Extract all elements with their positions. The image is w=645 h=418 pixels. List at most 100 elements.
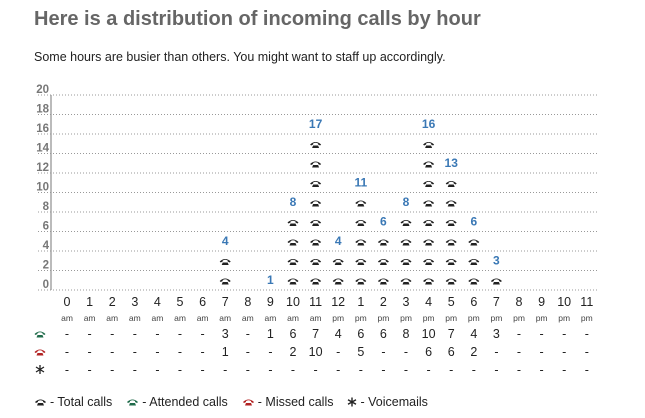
table-cell: - — [65, 327, 69, 341]
total-call-mark — [310, 181, 322, 187]
attended-phone-icon — [34, 331, 46, 338]
legend-missed-label: - Missed calls — [257, 395, 334, 409]
total-call-mark — [355, 200, 367, 207]
table-cell: - — [88, 363, 92, 377]
x-ampm-label: am — [197, 313, 209, 323]
table-cell: - — [585, 327, 589, 341]
table-cell: - — [268, 363, 272, 377]
bar-value-label: 8 — [290, 195, 297, 209]
table-cell: - — [155, 327, 159, 341]
bar-value-label: 4 — [335, 234, 342, 248]
total-call-mark — [468, 259, 480, 265]
bar-value-label: 16 — [422, 117, 436, 131]
table-cell: 2 — [290, 345, 297, 359]
legend-total: - Total calls — [34, 395, 112, 409]
x-tick-label: 7 — [222, 295, 229, 309]
total-call-mark — [355, 259, 367, 265]
table-cell: - — [404, 345, 408, 359]
legend-attended-label: - Attended calls — [142, 395, 228, 409]
table-cell: - — [178, 363, 182, 377]
table-cell: 2 — [470, 345, 477, 359]
total-call-mark — [445, 239, 457, 246]
y-tick-label: 2 — [43, 260, 49, 272]
x-ampm-label: am — [174, 313, 186, 323]
total-call-mark — [400, 259, 412, 265]
table-cell: 6 — [380, 327, 387, 341]
table-cell: 3 — [493, 327, 500, 341]
table-cell: 6 — [425, 345, 432, 359]
legend-voicemail-label: - Voicemails — [360, 395, 428, 409]
y-tick-label: 20 — [36, 84, 49, 96]
table-cell: - — [110, 345, 114, 359]
table-cell: - — [585, 345, 589, 359]
total-call-mark — [468, 239, 480, 246]
total-call-mark — [423, 259, 435, 265]
missed-phone-icon — [34, 349, 46, 356]
attended-phone-icon — [127, 399, 139, 406]
x-ampm-label: pm — [332, 313, 344, 323]
bar-value-label: 17 — [309, 117, 323, 131]
total-call-mark — [423, 220, 435, 226]
table-cell: - — [562, 327, 566, 341]
total-call-mark — [332, 278, 344, 285]
x-tick-label: 1 — [357, 295, 364, 309]
total-call-mark — [423, 200, 435, 207]
table-cell: - — [133, 327, 137, 341]
total-call-mark — [287, 278, 299, 285]
x-ampm-label: pm — [445, 313, 457, 323]
total-call-mark — [423, 142, 435, 148]
x-tick-label: 11 — [580, 295, 593, 309]
x-tick-label: 1 — [86, 295, 93, 309]
total-call-mark — [445, 220, 457, 226]
table-cell: - — [201, 363, 205, 377]
x-ampm-label: pm — [581, 313, 593, 323]
table-cell: - — [88, 327, 92, 341]
table-cell: - — [314, 363, 318, 377]
table-cell: 1 — [267, 327, 274, 341]
x-ampm-label: pm — [468, 313, 480, 323]
voicemail-icon — [35, 365, 45, 374]
table-cell: 8 — [403, 327, 410, 341]
x-tick-label: 7 — [493, 295, 500, 309]
table-cell: - — [268, 345, 272, 359]
table-cell: - — [155, 345, 159, 359]
table-cell: - — [246, 363, 250, 377]
bar-value-label: 6 — [380, 215, 387, 229]
x-tick-label: 4 — [154, 295, 161, 309]
total-call-mark — [310, 142, 322, 148]
x-tick-label: 11 — [309, 295, 322, 309]
bar-value-label: 4 — [222, 234, 229, 248]
total-call-mark — [377, 278, 389, 285]
y-tick-label: 10 — [36, 182, 49, 194]
table-cell: 5 — [357, 345, 364, 359]
table-cell: - — [65, 363, 69, 377]
total-call-mark — [400, 239, 412, 246]
y-tick-label: 18 — [36, 104, 49, 116]
y-tick-label: 8 — [43, 201, 50, 213]
table-cell: 4 — [335, 327, 342, 341]
x-tick-label: 3 — [403, 295, 410, 309]
table-cell: - — [494, 345, 498, 359]
table-cell: - — [155, 363, 159, 377]
table-cell: - — [133, 345, 137, 359]
y-tick-label: 6 — [43, 221, 49, 233]
legend-voicemail: - Voicemails — [347, 395, 428, 409]
total-call-mark — [219, 278, 231, 285]
table-cell: - — [336, 345, 340, 359]
x-tick-label: 3 — [131, 295, 138, 309]
total-call-mark — [287, 259, 299, 265]
table-cell: - — [178, 327, 182, 341]
x-tick-label: 5 — [448, 295, 455, 309]
total-call-mark — [310, 200, 322, 207]
bar-value-label: 1 — [267, 273, 274, 287]
table-cell: - — [517, 363, 521, 377]
table-cell: - — [110, 363, 114, 377]
x-ampm-label: pm — [490, 313, 502, 323]
bar-value-label: 3 — [493, 254, 500, 268]
x-ampm-label: pm — [355, 313, 367, 323]
total-call-mark — [310, 278, 322, 285]
x-ampm-label: am — [61, 313, 73, 323]
table-cell: - — [585, 363, 589, 377]
x-ampm-label: am — [84, 313, 96, 323]
x-tick-label: 9 — [538, 295, 545, 309]
